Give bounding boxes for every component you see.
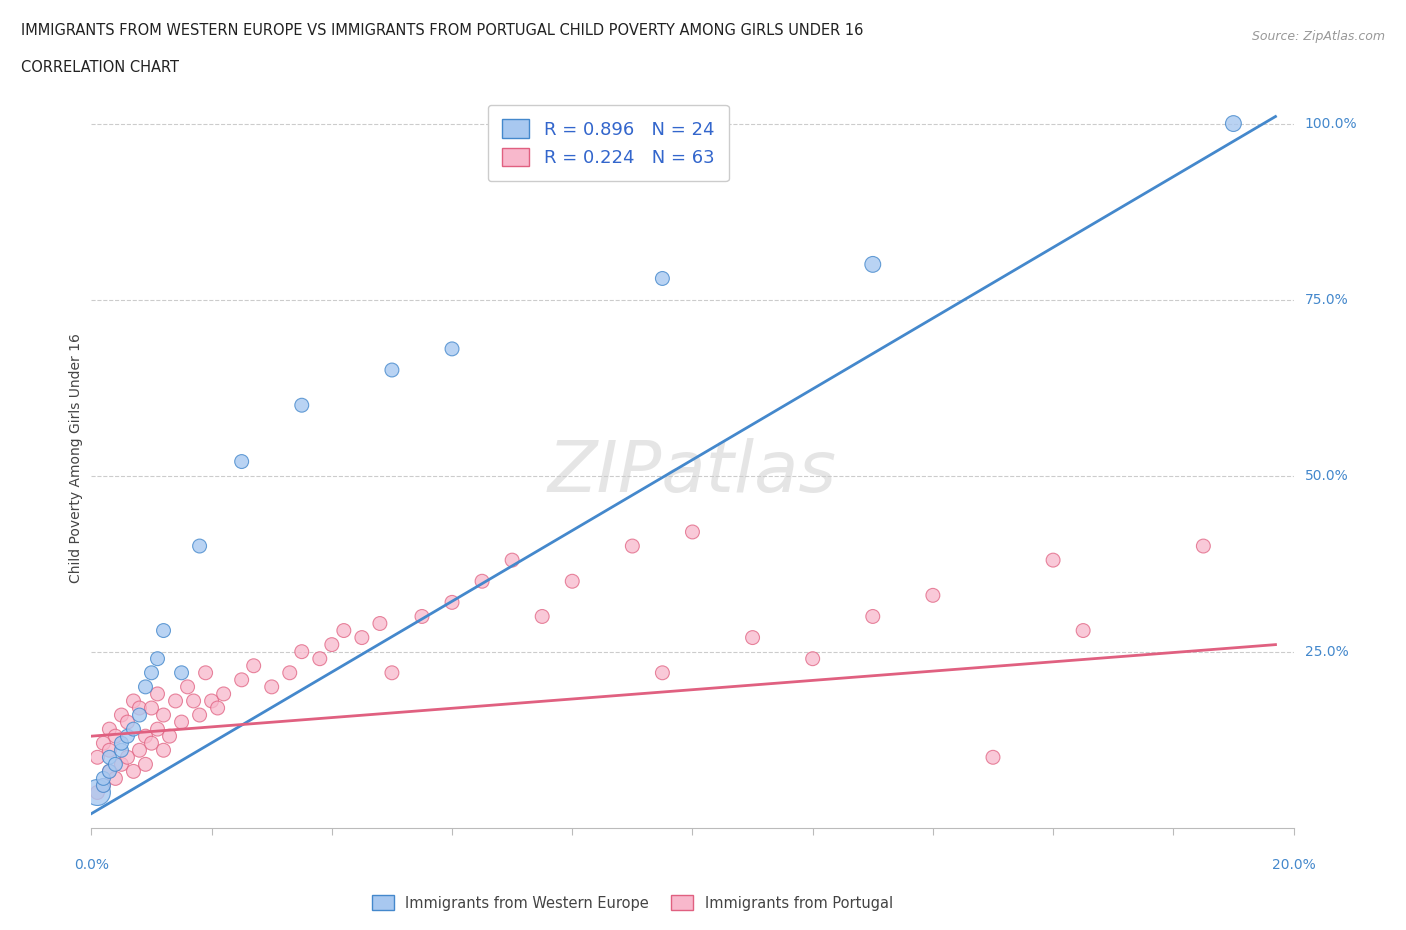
Point	[471, 574, 494, 589]
Point	[98, 764, 121, 778]
Text: 50.0%: 50.0%	[1305, 469, 1348, 483]
Point	[141, 700, 163, 715]
Point	[86, 750, 108, 764]
Point	[501, 552, 523, 567]
Point	[651, 271, 673, 286]
Text: 0.0%: 0.0%	[75, 858, 108, 872]
Point	[651, 665, 673, 680]
Point	[207, 700, 229, 715]
Point	[98, 764, 121, 778]
Point	[165, 694, 187, 709]
Point	[110, 743, 132, 758]
Point	[242, 658, 264, 673]
Point	[291, 398, 314, 413]
Point	[741, 631, 763, 645]
Y-axis label: Child Poverty Among Girls Under 16: Child Poverty Among Girls Under 16	[69, 333, 83, 583]
Point	[128, 700, 150, 715]
Point	[368, 616, 391, 631]
Point	[212, 686, 235, 701]
Point	[194, 665, 217, 680]
Point	[188, 708, 211, 723]
Point	[801, 651, 824, 666]
Text: CORRELATION CHART: CORRELATION CHART	[21, 60, 179, 75]
Point	[134, 729, 156, 744]
Point	[922, 588, 945, 603]
Point	[134, 757, 156, 772]
Point	[170, 665, 193, 680]
Point	[170, 714, 193, 729]
Point	[201, 694, 224, 709]
Point	[98, 743, 121, 758]
Point	[141, 736, 163, 751]
Point	[621, 538, 644, 553]
Point	[117, 714, 139, 729]
Point	[862, 257, 884, 272]
Point	[86, 785, 108, 800]
Text: ZIPatlas: ZIPatlas	[548, 438, 837, 507]
Point	[381, 363, 404, 378]
Point	[122, 764, 145, 778]
Legend: Immigrants from Western Europe, Immigrants from Portugal: Immigrants from Western Europe, Immigran…	[366, 889, 898, 917]
Point	[141, 665, 163, 680]
Point	[1192, 538, 1215, 553]
Point	[231, 672, 253, 687]
Point	[440, 595, 463, 610]
Point	[104, 729, 127, 744]
Point	[122, 694, 145, 709]
Point	[93, 778, 115, 793]
Point	[308, 651, 330, 666]
Point	[561, 574, 583, 589]
Point	[104, 771, 127, 786]
Point	[278, 665, 301, 680]
Point	[93, 778, 115, 793]
Text: 75.0%: 75.0%	[1305, 293, 1348, 307]
Point	[260, 680, 283, 695]
Point	[1222, 116, 1244, 131]
Point	[93, 771, 115, 786]
Text: 20.0%: 20.0%	[1271, 858, 1316, 872]
Point	[93, 736, 115, 751]
Point	[231, 454, 253, 469]
Point	[110, 757, 132, 772]
Point	[681, 525, 703, 539]
Point	[152, 708, 174, 723]
Point	[110, 736, 132, 751]
Point	[152, 623, 174, 638]
Point	[134, 680, 156, 695]
Point	[110, 708, 132, 723]
Point	[146, 722, 169, 737]
Point	[98, 722, 121, 737]
Text: 25.0%: 25.0%	[1305, 644, 1348, 658]
Point	[117, 729, 139, 744]
Point	[381, 665, 404, 680]
Point	[411, 609, 433, 624]
Point	[86, 785, 108, 800]
Text: IMMIGRANTS FROM WESTERN EUROPE VS IMMIGRANTS FROM PORTUGAL CHILD POVERTY AMONG G: IMMIGRANTS FROM WESTERN EUROPE VS IMMIGR…	[21, 23, 863, 38]
Text: 100.0%: 100.0%	[1305, 116, 1357, 130]
Point	[531, 609, 554, 624]
Point	[1042, 552, 1064, 567]
Point	[981, 750, 1004, 764]
Point	[1071, 623, 1094, 638]
Point	[321, 637, 343, 652]
Point	[188, 538, 211, 553]
Point	[117, 750, 139, 764]
Point	[291, 644, 314, 659]
Point	[350, 631, 373, 645]
Point	[333, 623, 356, 638]
Point	[146, 651, 169, 666]
Point	[159, 729, 181, 744]
Point	[98, 750, 121, 764]
Point	[176, 680, 198, 695]
Point	[104, 757, 127, 772]
Point	[146, 686, 169, 701]
Point	[152, 743, 174, 758]
Point	[862, 609, 884, 624]
Point	[128, 708, 150, 723]
Point	[128, 743, 150, 758]
Point	[440, 341, 463, 356]
Point	[122, 722, 145, 737]
Point	[183, 694, 205, 709]
Text: Source: ZipAtlas.com: Source: ZipAtlas.com	[1251, 30, 1385, 43]
